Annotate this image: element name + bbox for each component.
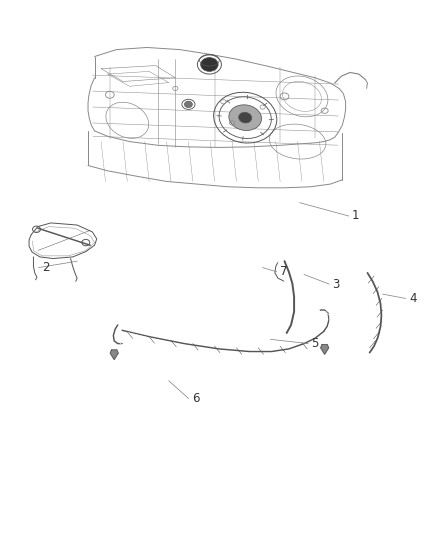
- Text: 5: 5: [311, 337, 319, 350]
- Ellipse shape: [229, 105, 261, 131]
- Text: 7: 7: [280, 265, 288, 278]
- Text: 2: 2: [42, 261, 49, 274]
- Text: 1: 1: [352, 209, 360, 222]
- Text: 4: 4: [409, 292, 417, 305]
- Ellipse shape: [201, 58, 218, 71]
- Text: 3: 3: [332, 278, 340, 290]
- Ellipse shape: [239, 112, 252, 123]
- Polygon shape: [110, 350, 118, 360]
- Polygon shape: [321, 345, 328, 354]
- Ellipse shape: [184, 101, 192, 108]
- Text: 6: 6: [192, 392, 199, 405]
